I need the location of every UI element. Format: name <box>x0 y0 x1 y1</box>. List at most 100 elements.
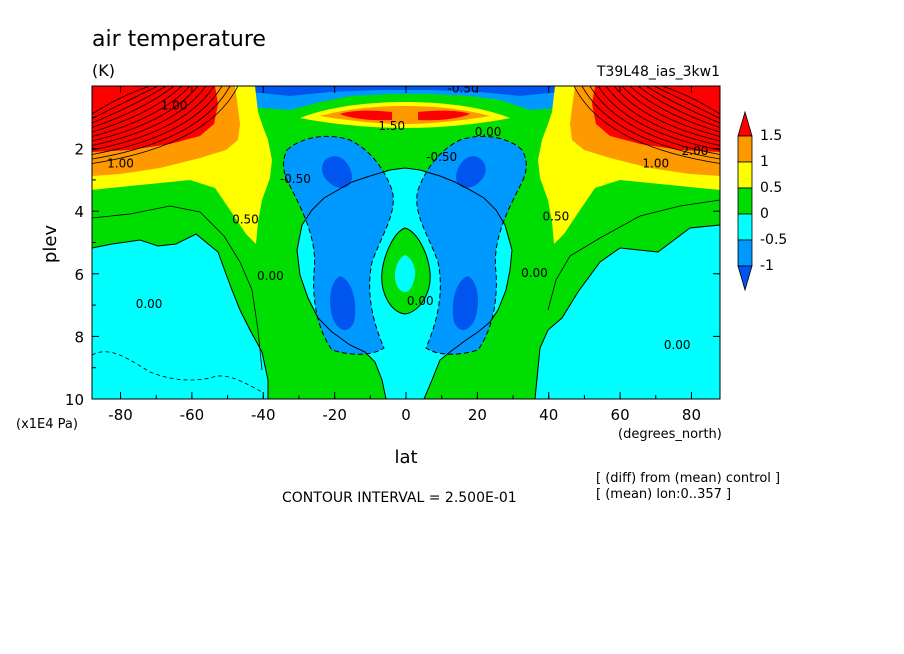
y-tick-label: 4 <box>74 203 84 221</box>
contour-interval: CONTOUR INTERVAL = 2.500E-01 <box>282 490 517 506</box>
contour-label: 0.00 <box>136 297 163 311</box>
colorbar-label: 0.5 <box>760 180 782 196</box>
y-axis-title: plev <box>40 225 61 264</box>
x-axis-title: lat <box>394 447 417 468</box>
contour-line <box>92 86 215 151</box>
contour-lines-right-cap <box>573 86 720 164</box>
band-top-darkblue <box>230 86 580 96</box>
contour-label: -0.50 <box>280 172 311 186</box>
chart-title: air temperature <box>92 27 266 52</box>
note-mean: [ (mean) lon:0..357 ] <box>596 487 731 502</box>
band-cyan-core <box>395 255 416 292</box>
contour-lines-left-cap <box>92 86 239 164</box>
x-tick-label: -20 <box>322 406 347 424</box>
contour-line <box>92 86 223 155</box>
colorbar-top-arrow <box>737 110 753 137</box>
contour-label: 0.00 <box>257 269 284 283</box>
contour-line <box>605 86 720 146</box>
colorbar-label: -0.5 <box>760 232 787 248</box>
y-tick-label: 2 <box>74 141 84 159</box>
y-axis: 2 4 6 8 10 <box>65 116 720 409</box>
contour-labels: 1.00 1.00 0.50 0.00 0.00 -0.50 1.50 -0.50 0.00 0.… <box>107 81 709 352</box>
colorbar-label: 0 <box>760 206 769 222</box>
contour-line <box>92 86 175 128</box>
band-darkblue-right-lower <box>452 276 478 330</box>
x-tick-label: 40 <box>539 406 558 424</box>
contour-label: 2.00 <box>682 144 709 158</box>
x-tick-label: 60 <box>611 406 630 424</box>
band-darkblue-left-upper <box>321 156 352 188</box>
contour-line <box>589 86 720 155</box>
contour-label: 0.00 <box>475 125 502 139</box>
contour-line <box>637 86 720 128</box>
band-darkblue-left-lower <box>330 276 356 330</box>
y-tick-label: 8 <box>74 328 84 346</box>
contour-line <box>597 86 720 151</box>
colorbar: 1.5 1 0.5 0 -0.5 -1 <box>737 110 787 292</box>
contour-label: 1.00 <box>642 156 669 170</box>
contour-line <box>92 86 191 137</box>
contour-line <box>653 86 720 119</box>
contour-line <box>92 86 183 133</box>
contour-half-right <box>547 199 720 311</box>
contour-label: 0.50 <box>543 210 570 224</box>
colorbar-label: -1 <box>760 258 774 274</box>
contour-line <box>92 86 167 124</box>
contour-line <box>92 86 231 160</box>
contour-line <box>92 86 199 142</box>
contour-zero-centre <box>296 167 513 399</box>
colorbar-bottom-arrow <box>737 265 753 292</box>
contour-line <box>92 86 151 115</box>
colorbar-label: 1 <box>760 154 769 170</box>
x-tick-label: -60 <box>180 406 205 424</box>
x-tick-label: -80 <box>108 406 133 424</box>
contour-line <box>92 86 159 119</box>
band-blue-right <box>416 136 527 355</box>
x-units-label: (degrees_north) <box>618 427 722 442</box>
contour-field: 1.00 1.00 0.50 0.00 0.00 -0.50 1.50 -0.50 0.00 0.… <box>92 81 720 399</box>
contour-label: 0.50 <box>232 213 259 227</box>
colorbar-label: 1.5 <box>760 128 782 144</box>
contour-minus-half-left <box>283 135 394 355</box>
contour-line <box>573 86 720 164</box>
contour-line <box>621 86 720 137</box>
contour-label: 0.00 <box>664 338 691 352</box>
band-central-orange <box>320 106 490 124</box>
y-tick-label: 6 <box>74 266 84 284</box>
contour-label: 1.00 <box>161 98 188 112</box>
contour-zero-right <box>534 224 720 399</box>
x-axis: -80 -60 -40 -20 0 20 40 60 80 <box>108 86 701 424</box>
contour-label: 1.00 <box>107 156 134 170</box>
x-tick-label: 80 <box>682 406 701 424</box>
x-tick-label: 20 <box>468 406 487 424</box>
contour-line <box>629 86 720 133</box>
colorbar-swatch <box>737 213 753 241</box>
contour-label: -0.50 <box>448 81 479 95</box>
contour-lines <box>92 135 720 399</box>
contour-label: 0.00 <box>407 294 434 308</box>
contour-label: 0.00 <box>521 266 548 280</box>
contour-line <box>92 86 207 146</box>
contour-line <box>613 86 720 142</box>
contour-dashed-sw <box>92 351 263 393</box>
chart-units: (K) <box>92 61 115 80</box>
colorbar-swatch <box>737 135 753 163</box>
x-tick-label: 0 <box>401 406 411 424</box>
band-central-red-right <box>418 110 470 121</box>
contour-label: -0.50 <box>426 150 457 164</box>
contour-line <box>661 86 720 115</box>
x-tick-label: -40 <box>251 406 276 424</box>
colorbar-swatch <box>737 239 753 267</box>
note-diff: [ (diff) from (mean) control ] <box>596 471 780 486</box>
contour-line <box>581 86 720 160</box>
colorbar-swatch <box>737 161 753 189</box>
contour-island <box>381 227 431 315</box>
band-blue-left <box>283 136 394 355</box>
colorbar-swatch <box>737 187 753 215</box>
band-darkblue-right-upper <box>456 156 486 188</box>
contour-label: 1.50 <box>378 119 405 133</box>
y-tick-label: 10 <box>65 391 84 409</box>
band-central-red-left <box>340 110 392 121</box>
contour-line <box>92 86 239 164</box>
